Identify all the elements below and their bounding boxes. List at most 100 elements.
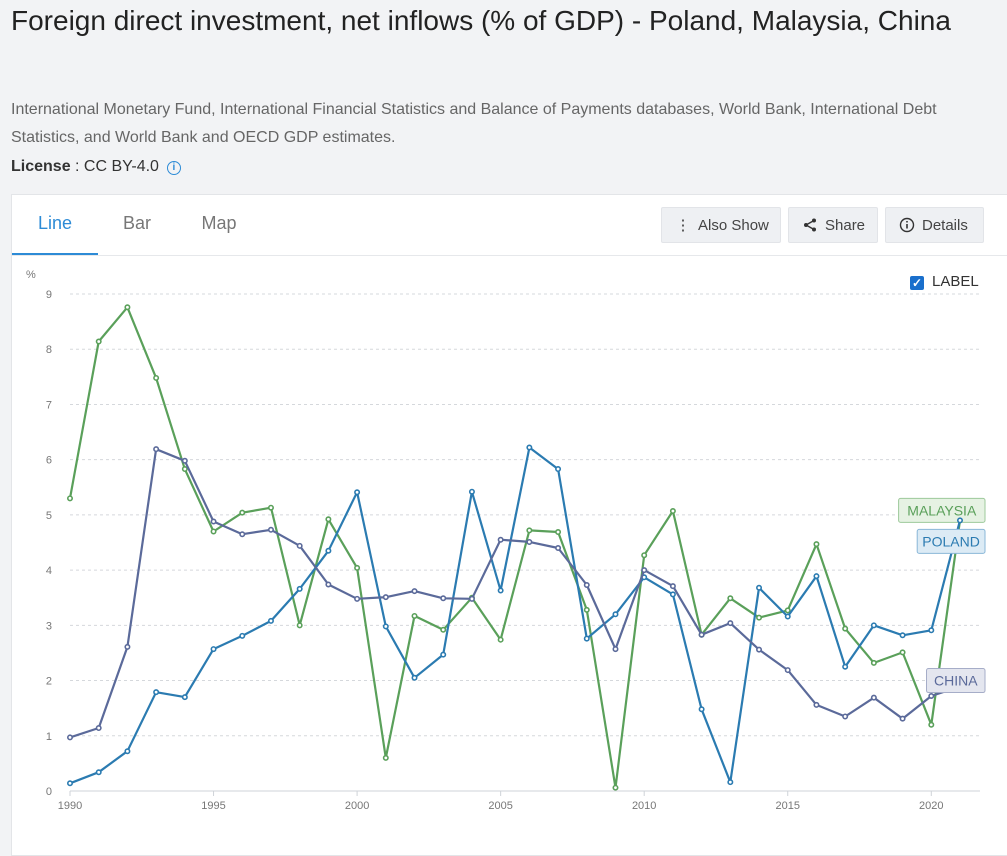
y-tick-label: 9	[46, 289, 52, 301]
data-point-poland	[468, 488, 475, 495]
data-point-china	[813, 701, 820, 708]
data-point-china	[124, 643, 131, 650]
details-info-icon	[898, 208, 916, 244]
view-tabs: Line Bar Map ⋮ Also Show Share	[12, 195, 1007, 256]
data-point-malaysia	[296, 622, 303, 629]
series-tag-malaysia: MALAYSIA	[898, 497, 986, 523]
also-show-button[interactable]: ⋮ Also Show	[661, 207, 781, 243]
y-tick-label: 1	[46, 731, 52, 743]
data-point-poland	[153, 689, 160, 696]
series-tag-label: CHINA	[934, 673, 978, 689]
data-point-malaysia	[325, 516, 332, 523]
data-point-poland	[813, 573, 820, 580]
series-tag-china: CHINA	[926, 668, 986, 694]
data-point-malaysia	[210, 528, 217, 535]
data-point-poland	[66, 780, 73, 787]
data-point-china	[210, 518, 217, 525]
data-point-malaysia	[583, 606, 590, 613]
data-point-poland	[181, 694, 188, 701]
data-point-poland	[296, 585, 303, 592]
data-point-poland	[354, 489, 361, 496]
data-point-china	[440, 595, 447, 602]
data-point-china	[354, 595, 361, 602]
data-point-poland	[956, 517, 963, 524]
tab-line[interactable]: Line	[12, 195, 98, 255]
data-point-malaysia	[440, 626, 447, 633]
source-note: International Monetary Fund, Internation…	[11, 101, 937, 146]
data-point-malaysia	[641, 552, 648, 559]
data-point-china	[382, 594, 389, 601]
data-point-china	[928, 693, 935, 700]
data-point-china	[66, 734, 73, 741]
page-title: Foreign direct investment, net inflows (…	[11, 5, 951, 36]
details-button[interactable]: Details	[885, 207, 984, 243]
data-point-malaysia	[526, 527, 533, 534]
x-tick-label: 2015	[775, 800, 799, 812]
data-point-poland	[727, 779, 734, 786]
data-point-china	[411, 588, 418, 595]
license-label: License	[11, 158, 71, 175]
data-point-poland	[756, 584, 763, 591]
y-tick-label: 4	[46, 565, 52, 577]
data-point-china	[842, 713, 849, 720]
data-point-poland	[928, 627, 935, 634]
x-tick-label: 2010	[632, 800, 656, 812]
x-tick-label: 2020	[919, 800, 943, 812]
also-show-label: Also Show	[698, 217, 769, 234]
data-point-malaysia	[555, 529, 562, 536]
data-point-poland	[267, 617, 274, 624]
y-tick-label: 8	[46, 344, 52, 356]
license-line: License : CC BY-4.0 i	[11, 156, 181, 178]
label-toggle[interactable]: ✓ LABEL	[910, 273, 979, 290]
data-point-poland	[210, 646, 217, 653]
y-tick-label: 5	[46, 510, 52, 522]
share-button[interactable]: Share	[788, 207, 878, 243]
data-point-china	[95, 725, 102, 732]
info-icon[interactable]: i	[166, 161, 181, 175]
data-point-poland	[325, 547, 332, 554]
data-point-poland	[612, 611, 619, 618]
data-point-poland	[698, 706, 705, 713]
data-point-malaysia	[497, 636, 504, 643]
share-icon	[801, 208, 819, 244]
data-point-poland	[239, 632, 246, 639]
series-line-malaysia	[68, 306, 962, 789]
data-point-malaysia	[842, 625, 849, 632]
data-point-malaysia	[267, 504, 274, 511]
y-axis-unit: %	[26, 269, 36, 281]
y-tick-label: 3	[46, 620, 52, 632]
data-point-malaysia	[411, 612, 418, 619]
data-point-malaysia	[727, 595, 734, 602]
y-tick-label: 2	[46, 676, 52, 688]
data-point-poland	[440, 651, 447, 658]
data-point-malaysia	[899, 649, 906, 656]
x-tick-label: 1995	[201, 800, 225, 812]
data-point-malaysia	[669, 508, 676, 515]
data-point-poland	[842, 663, 849, 670]
series-tag-label: MALAYSIA	[907, 502, 977, 518]
data-point-malaysia	[124, 304, 131, 311]
tab-map[interactable]: Map	[201, 213, 237, 233]
data-point-china	[526, 538, 533, 545]
data-point-malaysia	[181, 466, 188, 473]
series-tag-label: POLAND	[922, 533, 980, 549]
data-point-malaysia	[756, 614, 763, 621]
data-point-poland	[784, 613, 791, 620]
data-point-china	[698, 631, 705, 638]
series-line-poland	[69, 446, 962, 785]
data-point-malaysia	[813, 541, 820, 548]
x-tick-label: 1990	[58, 800, 82, 812]
tab-bar[interactable]: Bar	[122, 213, 151, 233]
data-point-poland	[411, 674, 418, 681]
data-point-china	[555, 545, 562, 552]
data-point-poland	[899, 632, 906, 639]
data-point-china	[899, 715, 906, 722]
vertical-dots-icon: ⋮	[675, 217, 691, 234]
data-point-malaysia	[928, 721, 935, 728]
data-point-malaysia	[612, 784, 619, 791]
data-point-china	[870, 694, 877, 701]
data-point-china	[669, 583, 676, 590]
data-point-poland	[382, 623, 389, 630]
data-point-china	[325, 581, 332, 588]
data-point-malaysia	[66, 495, 73, 502]
